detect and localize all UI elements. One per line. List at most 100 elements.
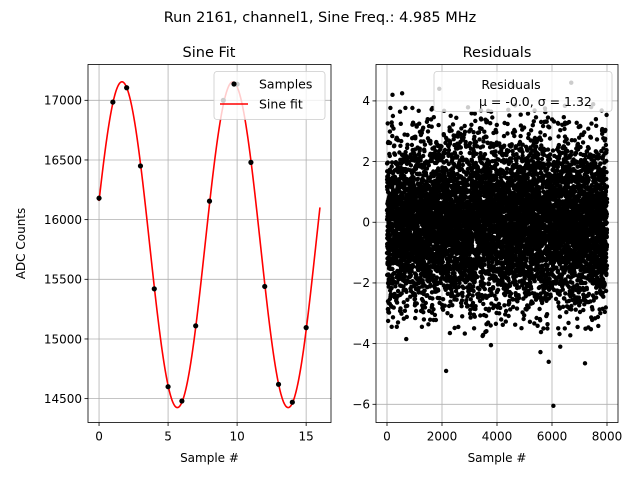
residual-point <box>389 160 395 165</box>
residual-point <box>392 291 397 297</box>
residual-point <box>482 286 487 292</box>
legend-samples-marker <box>231 81 237 87</box>
residual-point <box>385 318 391 324</box>
residual-point <box>481 281 487 286</box>
residual-point <box>413 195 419 200</box>
residual-point <box>402 274 408 279</box>
residual-point <box>440 307 446 312</box>
residual-point <box>488 169 493 174</box>
residual-point <box>387 140 393 146</box>
residual-point <box>419 324 425 329</box>
sample-point <box>96 195 102 201</box>
residual-point <box>405 155 411 160</box>
residual-point <box>512 133 517 139</box>
residual-point <box>401 300 406 305</box>
residual-point <box>401 284 406 289</box>
sample-point <box>206 198 213 204</box>
residual-point <box>416 108 421 114</box>
residual-point <box>422 288 427 293</box>
residual-point <box>505 131 510 136</box>
residual-point <box>506 313 511 319</box>
residual-point <box>484 134 489 140</box>
residual-point <box>494 161 500 167</box>
sample-point <box>124 85 130 91</box>
residual-point <box>426 163 431 168</box>
residual-point <box>516 295 522 301</box>
residual-point <box>405 297 410 302</box>
sine-fit-ytick-label: 14500 <box>44 392 82 406</box>
residual-point <box>513 322 518 327</box>
residual-point <box>434 275 440 280</box>
residual-point <box>412 293 418 298</box>
residual-point <box>410 105 415 111</box>
residual-point <box>421 317 427 322</box>
residual-point <box>486 306 492 311</box>
legend-samples-label: Samples <box>259 77 312 92</box>
sample-point <box>303 325 309 331</box>
residual-point <box>508 291 514 296</box>
residual-point <box>474 151 479 156</box>
residual-point <box>409 142 415 148</box>
residual-point <box>395 288 401 294</box>
residual-point <box>428 141 433 146</box>
residual-point <box>477 287 482 292</box>
residual-point <box>495 287 501 293</box>
residual-point <box>387 129 393 134</box>
sample-point <box>165 384 171 390</box>
residual-point <box>421 178 426 183</box>
residual-point <box>454 297 459 302</box>
residual-point <box>459 298 465 303</box>
residual-point <box>502 143 507 148</box>
residual-point <box>388 105 393 111</box>
sample-point <box>289 399 295 405</box>
residual-point <box>388 292 394 297</box>
sine-fit-ylabel: ADC Counts <box>14 208 28 280</box>
residual-point <box>498 305 503 311</box>
residual-point <box>446 147 452 153</box>
residual-point <box>393 284 398 289</box>
residual-point <box>514 306 520 311</box>
sine-fit-legend: Samples Sine fit <box>213 71 326 120</box>
residual-point <box>395 320 401 325</box>
residual-point <box>440 259 445 265</box>
residual-point <box>390 315 396 320</box>
residual-point <box>389 324 394 329</box>
residual-point <box>417 121 422 126</box>
sample-point <box>193 323 199 329</box>
residual-point <box>482 262 487 267</box>
residual-point <box>454 115 459 121</box>
residual-point <box>397 109 403 114</box>
residual-point <box>468 315 473 320</box>
residual-point <box>493 321 499 326</box>
residual-point <box>449 128 454 133</box>
residual-point <box>511 304 516 310</box>
sine-fit-title: Sine Fit <box>183 45 236 61</box>
sine-fit-xtick-label: 0 <box>95 430 103 444</box>
sine-fit-xtick-label: 15 <box>299 430 314 444</box>
residual-point <box>447 330 453 336</box>
residual-point <box>458 145 463 150</box>
residual-point <box>425 293 430 298</box>
sine-fit-ytick-label: 15500 <box>44 273 82 287</box>
sine-fit-line-layer <box>98 81 321 409</box>
residual-point <box>391 305 396 310</box>
residual-point <box>387 153 392 159</box>
residual-point <box>405 132 410 138</box>
residual-point <box>403 105 408 111</box>
residual-point <box>433 317 439 323</box>
residual-point <box>509 142 514 147</box>
residual-point <box>392 143 397 148</box>
residual-point <box>480 144 486 149</box>
residual-point <box>472 279 477 284</box>
residual-point <box>403 149 408 155</box>
residual-point <box>496 301 502 307</box>
sine-fit-xtick-label: 5 <box>164 430 172 444</box>
residual-point <box>414 301 419 306</box>
residual-point <box>460 314 465 319</box>
residual-point <box>481 156 486 161</box>
residual-point <box>389 120 394 125</box>
residual-point <box>490 115 495 120</box>
residual-point <box>462 123 467 129</box>
residual-point <box>421 125 426 130</box>
residual-point <box>436 288 441 293</box>
